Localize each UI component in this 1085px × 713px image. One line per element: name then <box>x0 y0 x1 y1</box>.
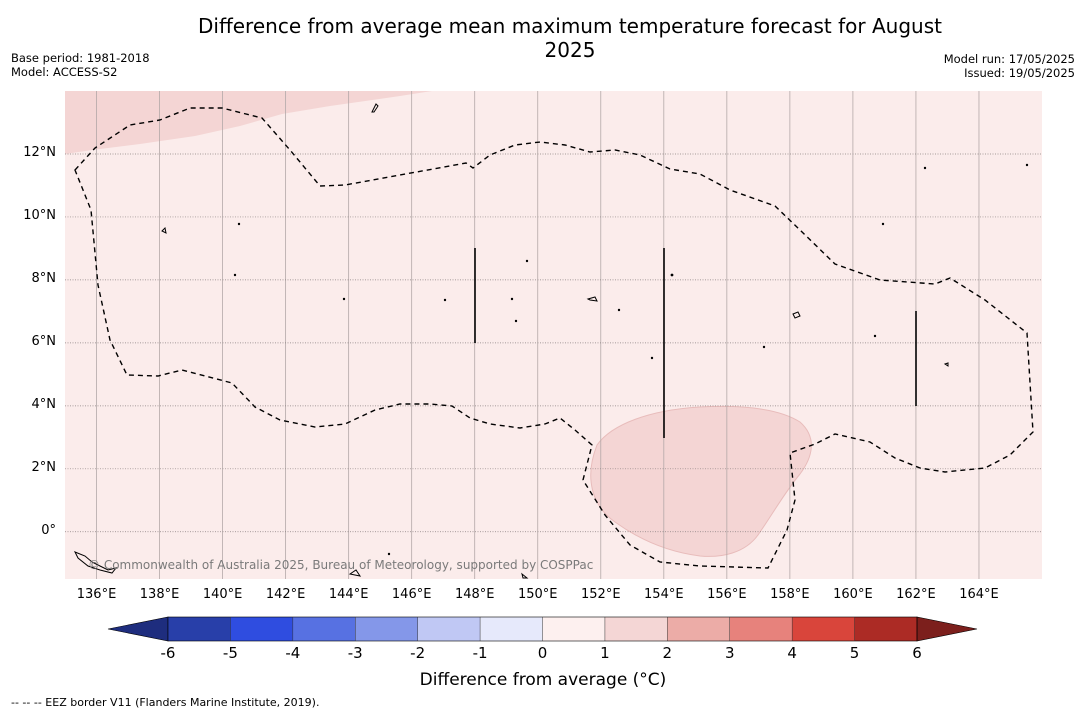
x-tick-label: 140°E <box>202 587 243 602</box>
colorbar-segment <box>168 617 231 641</box>
island-north-png <box>348 569 362 577</box>
base-period: Base period: 1981-2018 <box>11 51 150 65</box>
map-area <box>65 91 1042 579</box>
colorbar-tick-label: -1 <box>472 644 488 662</box>
island-dot-16 <box>387 552 391 556</box>
colorbar-tick-label: 1 <box>600 644 610 662</box>
copyright-notice: © Commonwealth of Australia 2025, Bureau… <box>88 558 594 572</box>
model-run: Model run: 17/05/2025 <box>943 52 1075 66</box>
island-dot-2 <box>233 273 237 277</box>
island-dot-12 <box>881 222 885 226</box>
island-dot-3 <box>342 297 346 301</box>
colorbar-under-arrow <box>107 616 169 642</box>
x-tick-label: 152°E <box>581 587 621 602</box>
eez-border-fsm <box>74 107 1034 569</box>
model-name: Model: ACCESS-S2 <box>11 65 118 79</box>
islands <box>73 103 1029 579</box>
colorbar-tick-label: 5 <box>849 644 860 662</box>
island-dot-1 <box>237 222 241 226</box>
meta-left: Base period: 1981-2018 Model: ACCESS-S2 <box>11 51 150 79</box>
y-tick-label: 0° <box>41 522 56 538</box>
y-tick-label: 12°N <box>23 144 56 160</box>
colorbar-tick-label: -2 <box>410 644 426 662</box>
colorbar-tick-label: -4 <box>285 644 301 662</box>
y-tick-label: 10°N <box>23 207 56 223</box>
x-tick-label: 162°E <box>896 587 936 602</box>
x-tick-label: 164°E <box>959 587 999 602</box>
y-tick-label: 4°N <box>31 396 57 412</box>
eez-footnote: -- -- -- EEZ border V11 (Flanders Marine… <box>11 696 320 709</box>
island-dot-11 <box>762 345 766 349</box>
meta-right: Model run: 17/05/2025 Issued: 19/05/2025 <box>944 52 1075 80</box>
map-title: Difference from average mean maximum tem… <box>198 14 942 62</box>
issued-date: Issued: 19/05/2025 <box>964 66 1075 80</box>
colorbar-segment <box>480 617 543 641</box>
x-tick-label: 146°E <box>391 587 432 602</box>
colorbar-tick-label: -6 <box>160 644 176 662</box>
y-tick-label: 2°N <box>31 459 57 475</box>
island-pohnpei <box>792 311 801 319</box>
island-yap <box>161 226 167 234</box>
island-dot-10 <box>670 273 674 277</box>
island-manus <box>521 572 529 579</box>
x-tick-label: 138°E <box>139 587 180 602</box>
colorbar-segment <box>542 617 606 641</box>
x-tick-label: 154°E <box>644 587 684 602</box>
colorbar-segment <box>854 617 918 641</box>
island-png-coast <box>73 551 118 574</box>
colorbar-over-arrow <box>916 616 978 642</box>
island-dot-9 <box>650 356 654 360</box>
colorbar-tick-label: -5 <box>222 644 238 662</box>
colorbar-tick-label: 2 <box>662 644 673 662</box>
colorbar-segment <box>355 617 419 641</box>
island-dot-7 <box>514 319 518 323</box>
colorbar-tick-label: 6 <box>912 644 922 662</box>
island-dot-6 <box>525 259 529 263</box>
colorbar-segment <box>230 617 294 641</box>
colorbar-tick-label: 0 <box>537 644 548 662</box>
x-tick-label: 158°E <box>770 587 810 602</box>
colorbar-tick-label: -3 <box>347 644 363 662</box>
anomaly-patch-northwest <box>65 91 432 154</box>
island-dot-13 <box>873 334 877 338</box>
y-tick-label: 8°N <box>31 270 57 286</box>
colorbar-segment <box>729 617 793 641</box>
island-dot-15 <box>1025 163 1029 167</box>
island-dot-5 <box>510 297 514 301</box>
anomaly-background <box>65 91 1042 579</box>
y-tick-label: 6°N <box>31 333 57 349</box>
colorbar-segment <box>292 617 356 641</box>
colorbar-segment <box>417 617 481 641</box>
colorbar-segment <box>792 617 856 641</box>
island-dot-8 <box>617 308 621 312</box>
anomaly-patch-southeast <box>590 405 812 557</box>
x-tick-label: 150°E <box>517 587 558 602</box>
island-chuuk <box>586 296 598 302</box>
colorbar-segment <box>667 617 731 641</box>
island-kosrae <box>943 362 949 367</box>
colorbar <box>107 616 978 642</box>
x-tick-label: 142°E <box>265 587 306 602</box>
x-tick-label: 160°E <box>833 587 873 602</box>
x-tick-label: 148°E <box>454 587 495 602</box>
colorbar-segment <box>604 617 668 641</box>
x-tick-label: 144°E <box>328 587 369 602</box>
colorbar-label: Difference from average (°C) <box>419 670 667 690</box>
island-dot-4 <box>443 298 447 302</box>
x-tick-label: 136°E <box>76 587 117 602</box>
colorbar-tick-label: 3 <box>724 644 735 662</box>
island-dot-14 <box>923 166 927 170</box>
colorbar-tick-label: 4 <box>787 644 797 662</box>
island-guam <box>371 103 379 113</box>
x-tick-label: 156°E <box>707 587 747 602</box>
